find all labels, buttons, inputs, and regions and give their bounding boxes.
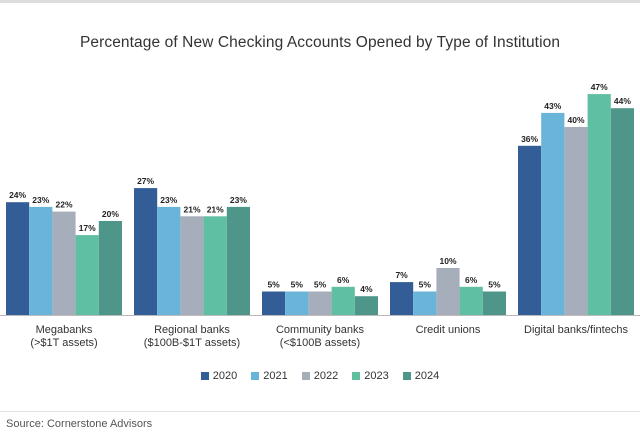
data-label-2022-cat4: 40% (567, 115, 584, 125)
bar-2020-cat1 (134, 188, 158, 315)
legend-label: 2020 (212, 370, 238, 382)
data-label-2023-cat0: 17% (79, 223, 96, 233)
data-label-2021-cat1: 23% (160, 195, 177, 205)
category-label-line: Community banks (275, 324, 365, 336)
bar-2021-cat1 (157, 206, 181, 315)
data-label-2020-cat3: 7% (395, 270, 408, 280)
data-label-2021-cat4: 43% (544, 101, 561, 111)
chart-title: Percentage of New Checking Accounts Open… (79, 34, 561, 51)
legend-item-2022: 2022 (301, 370, 339, 382)
legend: 2020 2021 2022 2023 2024 (0, 370, 640, 382)
bar-2022-cat1 (180, 216, 204, 315)
category-label-line: Credit unions (415, 324, 481, 336)
bar-2023-cat2 (331, 286, 355, 315)
legend-label: 2024 (414, 370, 440, 382)
bar-2024-cat4 (610, 108, 634, 315)
data-label-2021-cat0: 23% (32, 195, 49, 205)
category-label-line: Regional banks (154, 324, 230, 336)
legend-item-2023: 2023 (352, 370, 389, 382)
data-label-2020-cat1: 27% (137, 176, 154, 186)
bar-2024-cat3 (482, 291, 506, 315)
bar-2021-cat2 (285, 291, 309, 315)
bar-2020-cat0 (6, 202, 30, 315)
category-label-line: (<$100B assets) (279, 337, 361, 349)
bar-2023-cat4 (587, 94, 611, 315)
legend-item-2024: 2024 (402, 370, 440, 382)
legend-item-2020: 2020 (200, 370, 238, 382)
bar-2022-cat4 (564, 127, 588, 315)
category-label-line: Megabanks (35, 324, 93, 336)
bar-2023-cat3 (459, 286, 483, 315)
bar-2021-cat4 (541, 112, 565, 316)
bar-2023-cat0 (75, 235, 99, 315)
source-note: Source: Cornerstone Advisors (6, 418, 153, 430)
legend-swatch (301, 372, 310, 380)
bar-2022-cat2 (308, 291, 332, 315)
bar-2024-cat1 (226, 206, 250, 315)
top-rule (0, 0, 640, 3)
bar-2020-cat4 (518, 145, 542, 315)
legend-swatch (251, 372, 260, 380)
data-label-2024-cat4: 44% (614, 96, 631, 106)
bar-2021-cat3 (413, 291, 437, 315)
data-label-2023-cat1: 21% (207, 204, 224, 214)
legend-label: 2022 (313, 370, 339, 382)
data-label-2022-cat0: 22% (55, 200, 72, 210)
legend-swatch (402, 372, 411, 380)
data-label-2022-cat2: 5% (314, 280, 327, 290)
category-label-line: (>$1T assets) (30, 337, 98, 349)
legend-label: 2021 (263, 370, 288, 382)
category-label-0: Megabanks (>$1T assets) (4, 324, 124, 350)
data-label-2020-cat4: 36% (521, 134, 538, 144)
legend-swatch (352, 372, 361, 380)
category-label-1: Regional banks ($100B-$1T assets) (132, 324, 252, 350)
bar-2024-cat0 (98, 221, 122, 315)
bar-2023-cat1 (203, 216, 227, 315)
bar-2024-cat2 (354, 296, 378, 315)
category-label-3: Credit unions (388, 324, 508, 337)
data-label-2021-cat3: 5% (419, 280, 432, 290)
category-label-line: Digital banks/fintechs (524, 324, 628, 336)
bar-2020-cat3 (390, 282, 414, 315)
data-label-2020-cat0: 24% (9, 190, 26, 200)
data-label-2020-cat2: 5% (267, 280, 280, 290)
data-label-2024-cat1: 23% (230, 195, 247, 205)
bar-2022-cat0 (52, 211, 76, 315)
bar-2021-cat0 (29, 206, 53, 315)
legend-item-2021: 2021 (251, 370, 288, 382)
legend-label: 2023 (364, 370, 389, 382)
data-label-2022-cat1: 21% (183, 204, 200, 214)
category-label-line: ($100B-$1T assets) (143, 337, 241, 349)
data-label-2021-cat2: 5% (291, 280, 304, 290)
category-label-4: Digital banks/fintechs (516, 324, 636, 337)
data-label-2024-cat3: 5% (488, 280, 501, 290)
data-label-2023-cat2: 6% (337, 275, 350, 285)
bar-2022-cat3 (436, 268, 460, 315)
bottom-rule (0, 411, 640, 412)
data-label-2024-cat0: 20% (102, 209, 119, 219)
legend-swatch (200, 372, 209, 380)
category-label-2: Community banks (<$100B assets) (260, 324, 380, 350)
bar-2020-cat2 (262, 291, 286, 315)
data-label-2023-cat3: 6% (465, 275, 478, 285)
data-label-2022-cat3: 10% (439, 256, 456, 266)
data-label-2023-cat4: 47% (591, 82, 608, 92)
data-label-2024-cat2: 4% (360, 284, 373, 294)
